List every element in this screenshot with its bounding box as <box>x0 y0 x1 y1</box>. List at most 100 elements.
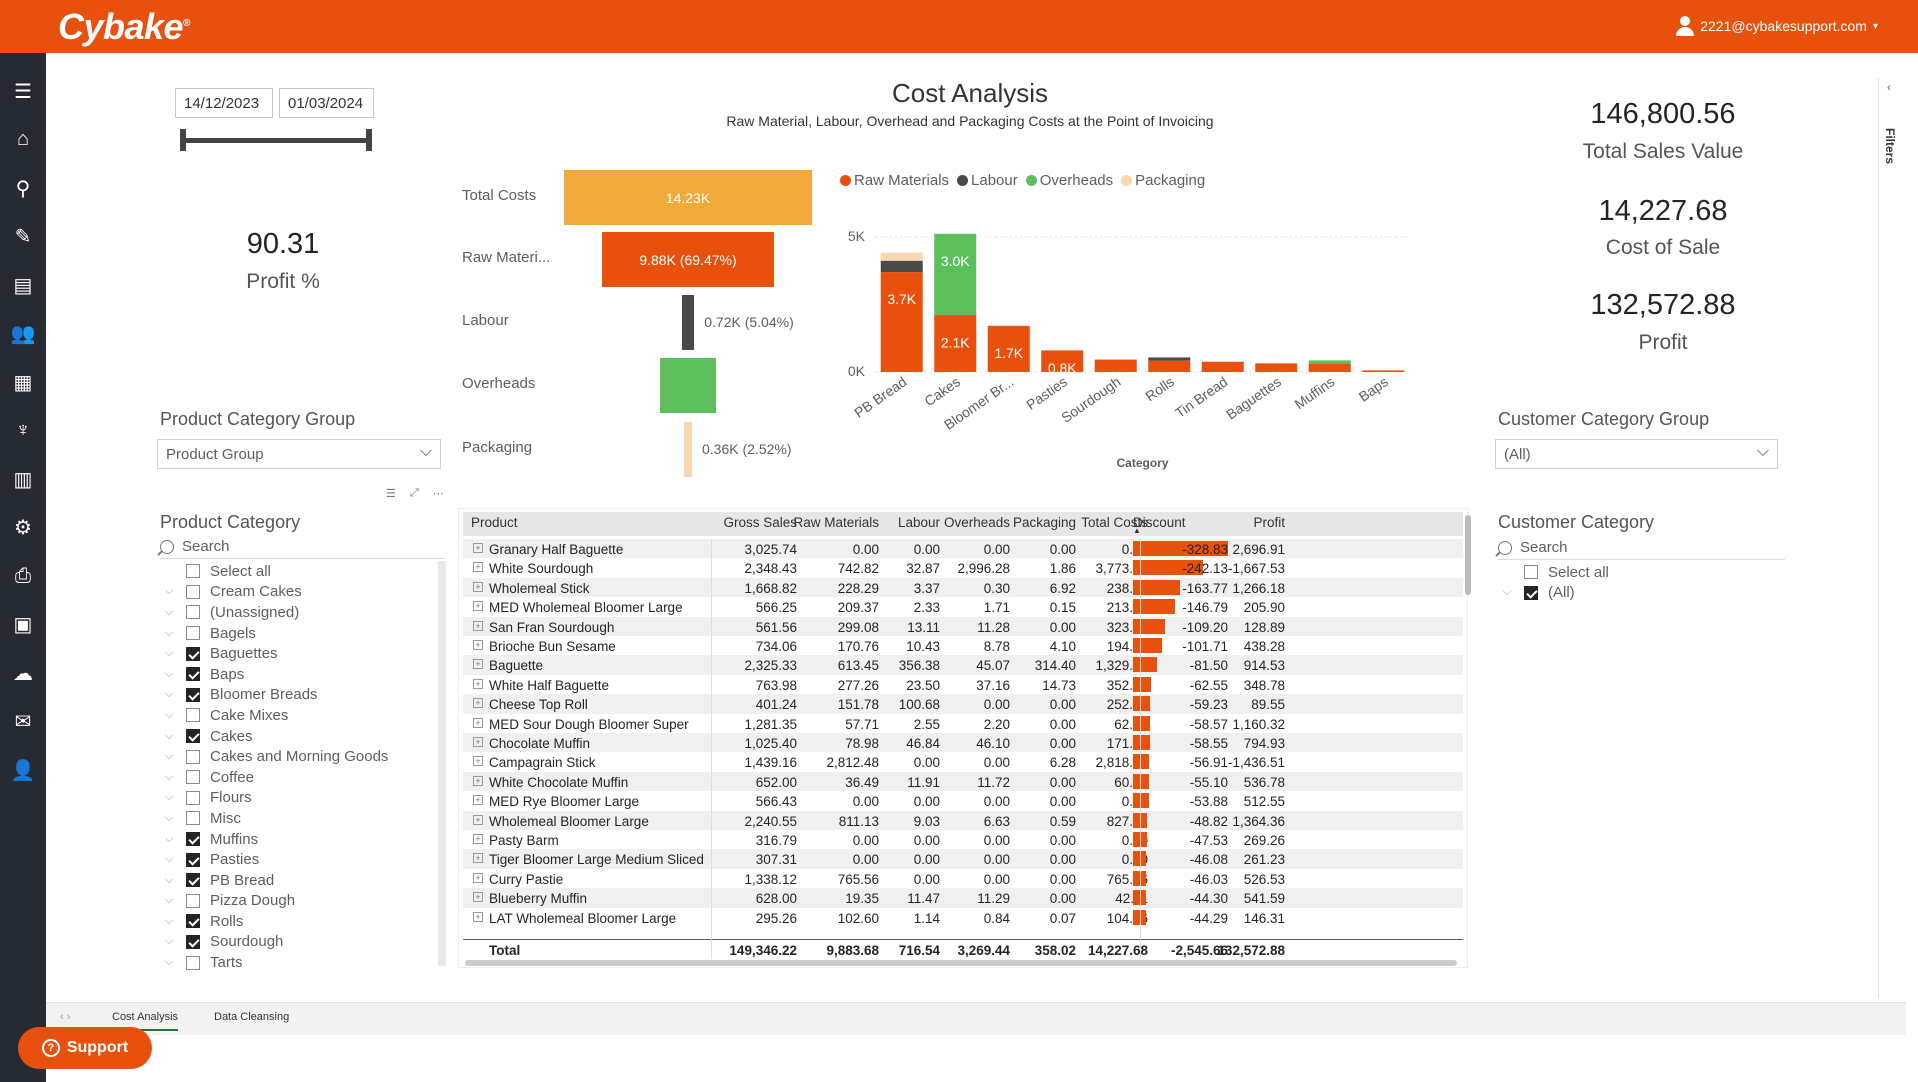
expand-icon[interactable]: + <box>473 698 483 709</box>
production-icon[interactable]: ▦ <box>13 371 33 394</box>
checkbox[interactable] <box>186 729 200 744</box>
slicer-item[interactable]: ⌵ Rolls <box>160 911 440 932</box>
cybake-logo[interactable]: Cybake® <box>58 6 190 47</box>
table-row[interactable]: + MED Sour Dough Bloomer Super 1,281.35 57.… <box>463 713 1463 733</box>
expand-icon[interactable]: + <box>473 620 483 631</box>
checkbox[interactable] <box>186 749 200 764</box>
chevron-down-icon[interactable]: ⌵ <box>164 729 174 742</box>
column-header[interactable]: Profit <box>1253 515 1285 530</box>
expand-icon[interactable]: + <box>473 834 483 844</box>
expand-icon[interactable]: + <box>473 795 483 806</box>
slicer-item[interactable]: ⌵ Cream Cakes <box>160 582 440 603</box>
slicer-item[interactable]: ⌵ Cakes <box>160 726 440 747</box>
table-row[interactable]: + Chocolate Muffin 1,025.40 78.98 46.84 46.10… <box>463 733 1463 753</box>
checkbox[interactable] <box>186 626 200 641</box>
tab-cost-analysis[interactable]: Cost Analysis <box>112 1011 179 1031</box>
slider-end-handle[interactable] <box>366 129 372 151</box>
table-row[interactable]: + Wholemeal Stick 1,668.82 228.29 3.37 0.30 6.… <box>463 577 1463 598</box>
customers-icon[interactable]: 👥 <box>10 323 36 345</box>
slicer-item[interactable]: ⌵ Misc <box>160 808 440 829</box>
expand-icon[interactable]: + <box>473 892 483 903</box>
expand-icon[interactable]: + <box>473 659 483 670</box>
chevron-down-icon[interactable]: ⌵ <box>164 750 174 763</box>
table-row[interactable]: + White Chocolate Muffin 652.00 36.49 11.91 1… <box>463 771 1463 792</box>
column-header[interactable]: Packaging <box>1012 515 1076 530</box>
support-button[interactable]: ? Support <box>18 1027 152 1069</box>
settings-icon[interactable]: ⚙ <box>14 517 32 539</box>
checkbox[interactable] <box>186 605 200 620</box>
checkbox[interactable] <box>186 852 200 867</box>
table-vertical-scrollbar[interactable] <box>1465 515 1471 595</box>
slicer-item[interactable]: ⌵ Bagels <box>160 623 440 644</box>
table-row[interactable]: + Baguette 2,325.33 613.45 356.38 45.07 314.40… <box>463 655 1463 675</box>
chevron-down-icon[interactable]: ⌵ <box>164 688 174 701</box>
table-row[interactable]: +Pasty Barm316.790.000.000.000.000.00-47… <box>463 830 1463 850</box>
table-row[interactable]: + MED Wholemeal Bloomer Large 566.25 209.37… <box>463 597 1463 617</box>
table-row[interactable]: + Blueberry Muffin 628.00 19.35 11.47 11.29 0.… <box>463 888 1463 908</box>
column-header[interactable]: Total Costs <box>1081 515 1148 530</box>
expand-icon[interactable]: + <box>473 775 483 786</box>
date-range-slider[interactable] <box>183 138 369 143</box>
checkbox[interactable] <box>186 584 200 599</box>
checkbox[interactable] <box>186 687 200 702</box>
search-icon[interactable]: ⚲ <box>15 177 31 200</box>
expand-icon[interactable]: + <box>473 756 483 767</box>
expand-icon[interactable]: + <box>473 601 483 612</box>
checkbox[interactable] <box>186 811 200 826</box>
home-icon[interactable]: ⌂ <box>16 128 30 150</box>
slicer-item[interactable]: ⌵ (Unassigned) <box>160 602 440 623</box>
column-header[interactable]: Product <box>471 515 518 530</box>
column-header[interactable]: Overheads <box>943 515 1010 530</box>
money-icon[interactable]: ▣ <box>13 614 33 636</box>
column-header[interactable]: Discount <box>1133 515 1186 530</box>
table-row[interactable]: + LAT Wholemeal Bloomer Large 295.26 102.60… <box>463 907 1463 927</box>
expand-icon[interactable]: + <box>473 581 483 592</box>
table-row[interactable]: + White Half Baguette 763.98 277.26 23.50 37.… <box>463 674 1463 695</box>
tab-data-cleansing[interactable]: Data Cleansing <box>214 1011 290 1023</box>
slicer-item[interactable]: ⌵ Coffee <box>160 767 440 788</box>
chevron-down-icon[interactable]: ⌵ <box>164 873 174 886</box>
chevron-down-icon[interactable]: ⌵ <box>164 791 174 804</box>
product-category-search[interactable]: Search <box>160 535 445 559</box>
chevron-down-icon[interactable]: ⌵ <box>164 585 174 598</box>
checkbox[interactable] <box>186 790 200 805</box>
product-category-scrollbar[interactable] <box>438 561 446 966</box>
expand-icon[interactable]: + <box>473 872 483 883</box>
table-row[interactable]: + Wholemeal Bloomer Large 2,240.55 811.13 9.… <box>463 810 1463 830</box>
chevron-down-icon[interactable]: ⌵ <box>164 708 174 721</box>
funnel-bar[interactable] <box>659 358 717 413</box>
checkbox[interactable] <box>186 955 200 970</box>
expand-icon[interactable]: + <box>473 562 483 573</box>
column-header[interactable]: Labour <box>897 515 940 530</box>
end-date-input[interactable]: 01/03/2024 <box>279 88 374 118</box>
expand-icon[interactable]: + <box>473 814 483 825</box>
slicer-item[interactable]: ⌵ Muffins <box>160 829 440 850</box>
legend-item[interactable]: Labour <box>957 172 1018 189</box>
focus-mode-icon[interactable]: ⤢ <box>409 487 419 499</box>
table-row[interactable]: + Campagrain Stick 1,439.16 2,812.48 0.00 0.0… <box>463 752 1463 772</box>
mail-icon[interactable]: ✉ <box>14 711 32 733</box>
user-menu[interactable]: 2221@cybakesupport.com ▾ <box>1676 16 1878 36</box>
table-row[interactable]: + White Sourdough 2,348.43 742.82 32.87 2,996… <box>463 558 1463 578</box>
chevron-down-icon[interactable]: ⌵ <box>164 770 174 783</box>
slicer-item[interactable]: ⌵ Sourdough <box>160 932 440 953</box>
chevron-down-icon[interactable]: ⌵ <box>164 894 174 907</box>
slicer-item[interactable]: ⌵ Cake Mixes <box>160 705 440 726</box>
table-row[interactable]: + San Fran Sourdough 561.56 299.08 13.11 11.2… <box>463 616 1463 636</box>
expand-icon[interactable]: + <box>473 678 483 689</box>
store-icon[interactable]: ▤ <box>13 274 33 297</box>
checkbox[interactable] <box>186 708 200 723</box>
checkbox[interactable] <box>186 914 200 929</box>
tab-scroll-arrows[interactable]: ‹ › <box>60 1011 71 1023</box>
legend-item[interactable]: Packaging <box>1121 172 1205 189</box>
table-row[interactable]: + Cheese Top Roll 401.24 151.78 100.68 0.00 0.… <box>463 694 1463 714</box>
customer-category-group-dropdown[interactable]: (All) ⌵ <box>1495 439 1778 469</box>
checkbox[interactable] <box>186 564 200 579</box>
slicer-item[interactable]: ⌵ PB Bread <box>160 870 440 891</box>
more-options-icon[interactable]: ⋯ <box>432 488 444 500</box>
chevron-down-icon[interactable]: ⌵ <box>164 935 174 948</box>
sort-ascending-icon[interactable]: ▲ <box>1133 526 1141 535</box>
slicer-item[interactable]: ⌵ Baps <box>160 664 440 685</box>
product-category-group-dropdown[interactable]: Product Group ⌵ <box>157 439 441 469</box>
table-row[interactable]: + Curry Pastie 1,338.12 765.56 0.00 0.00 0.00 7… <box>463 868 1463 889</box>
